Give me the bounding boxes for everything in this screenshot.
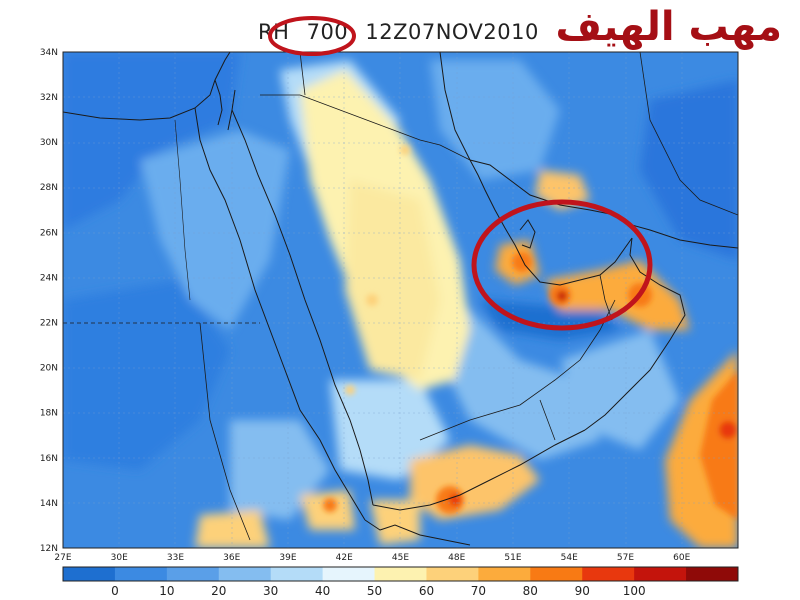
colorbar-label-80: 80 [523,584,538,598]
colorbar-label-10: 10 [159,584,174,598]
lat-label-18N: 18N [40,409,58,419]
lat-label-22N: 22N [40,319,58,329]
colorbar-segment [63,567,116,581]
colorbar-segment [270,567,324,581]
coastlines [63,52,738,546]
colorbar-segment [426,567,479,581]
title-time: 12Z07NOV2010 [365,20,539,44]
lat-label-28N: 28N [40,183,58,193]
colorbar-segment [634,567,687,581]
lat-label-16N: 16N [40,454,58,464]
arabic-overlay-text: مهب الهيف [555,4,782,50]
colorbar-frame [62,566,739,582]
colorbar-label-90: 90 [575,584,590,598]
lon-label-51E: 51E [504,553,521,563]
colorbar-label-40: 40 [315,584,330,598]
colorbar-segment [218,567,272,581]
lon-label-48E: 48E [448,553,465,563]
lon-label-45E: 45E [392,553,409,563]
colorbar-segment [686,567,739,581]
lat-label-20N: 20N [40,364,58,374]
map-frame [62,51,739,549]
lon-label-36E: 36E [223,553,240,563]
lat-label-30N: 30N [40,138,58,148]
lat-label-12N: 12N [40,544,58,554]
rh-field [63,52,738,548]
lat-label-26N: 26N [40,228,58,238]
level-highlight-circle [268,16,356,56]
latitude-labels: 12N 14N 16N 18N 20N 22N 24N 26N 28N 30N 32N 34N [40,48,58,554]
lat-label-24N: 24N [40,273,58,283]
colorbar-segment [114,567,168,581]
lon-label-30E: 30E [111,553,128,563]
colorbar-segment [374,567,427,581]
lon-label-39E: 39E [279,553,296,563]
colorbar-segment [322,567,376,581]
lon-label-54E: 54E [561,553,578,563]
lon-label-57E: 57E [617,553,634,563]
gulf-highlight-circle [471,199,653,331]
colorbar-segment [478,567,531,581]
colorbar-label-30: 30 [263,584,278,598]
lat-label-34N: 34N [40,48,58,58]
colorbar-segment [166,567,220,581]
colorbar-label-70: 70 [471,584,486,598]
colorbar-label-50: 50 [367,584,382,598]
colorbar-segment [582,567,635,581]
lat-label-14N: 14N [40,499,58,509]
colorbar-segment [530,567,583,581]
colorbar-label-0: 0 [111,584,119,598]
longitude-labels: 27E 30E 33E 36E 39E 42E 45E 48E 51E 54E 57E 60E [54,553,690,563]
lon-label-60E: 60E [673,553,690,563]
colorbar-label-60: 60 [419,584,434,598]
lon-label-27E: 27E [54,553,71,563]
colorbar-label-20: 20 [211,584,226,598]
lon-label-33E: 33E [167,553,184,563]
colorbar-label-100: 100 [623,584,646,598]
colorbar: 0 10 20 30 40 50 60 70 80 90 100 [62,566,739,598]
lon-label-42E: 42E [336,553,353,563]
lat-label-32N: 32N [40,93,58,103]
